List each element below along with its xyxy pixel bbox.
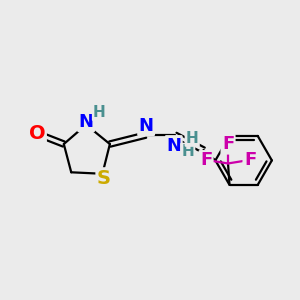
- Text: S: S: [97, 169, 111, 188]
- Text: H: H: [93, 105, 106, 120]
- Text: H: H: [186, 130, 199, 146]
- Text: N: N: [166, 136, 181, 154]
- Text: F: F: [200, 152, 212, 169]
- Text: F: F: [244, 152, 256, 169]
- Text: O: O: [29, 124, 45, 143]
- Text: N: N: [139, 117, 154, 135]
- Text: H: H: [182, 144, 194, 159]
- Text: F: F: [222, 135, 234, 153]
- Text: N: N: [79, 113, 94, 131]
